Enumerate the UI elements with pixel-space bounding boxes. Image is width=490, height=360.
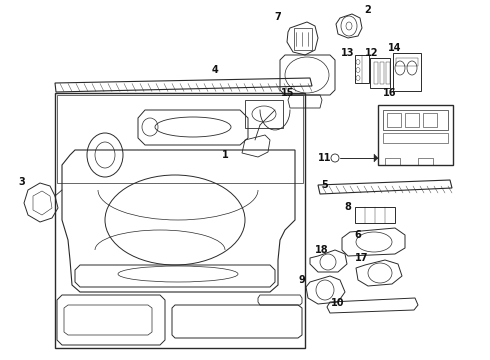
Text: 11: 11 [318,153,332,163]
Bar [370,58,390,88]
Bar [418,158,433,165]
Bar [405,113,419,127]
Bar [245,100,283,128]
Bar [393,53,421,91]
Text: 3: 3 [19,177,25,187]
Bar [385,158,400,165]
Bar [423,113,437,127]
Text: 18: 18 [315,245,329,255]
Text: 4: 4 [212,65,219,75]
Text: 12: 12 [365,48,379,58]
Text: 15: 15 [281,88,295,98]
Text: 8: 8 [344,202,351,212]
Text: 13: 13 [341,48,355,58]
Text: 1: 1 [221,150,228,160]
Text: 9: 9 [298,275,305,285]
Bar [383,133,448,143]
Text: 17: 17 [355,253,369,263]
Bar [380,62,384,84]
Text: 5: 5 [321,180,328,190]
Text: 6: 6 [355,230,362,240]
Bar [378,105,453,165]
Text: 16: 16 [383,88,397,98]
Text: 14: 14 [388,43,402,53]
Bar [55,93,305,348]
Text: 2: 2 [365,5,371,15]
Text: 7: 7 [274,12,281,22]
Bar [374,62,378,84]
Text: 10: 10 [331,298,345,308]
Bar [383,110,448,130]
Bar [355,207,395,223]
Bar [387,113,401,127]
Polygon shape [374,154,378,162]
Bar [294,28,312,50]
Bar [396,58,418,66]
Bar [355,55,369,83]
Bar [386,62,390,84]
